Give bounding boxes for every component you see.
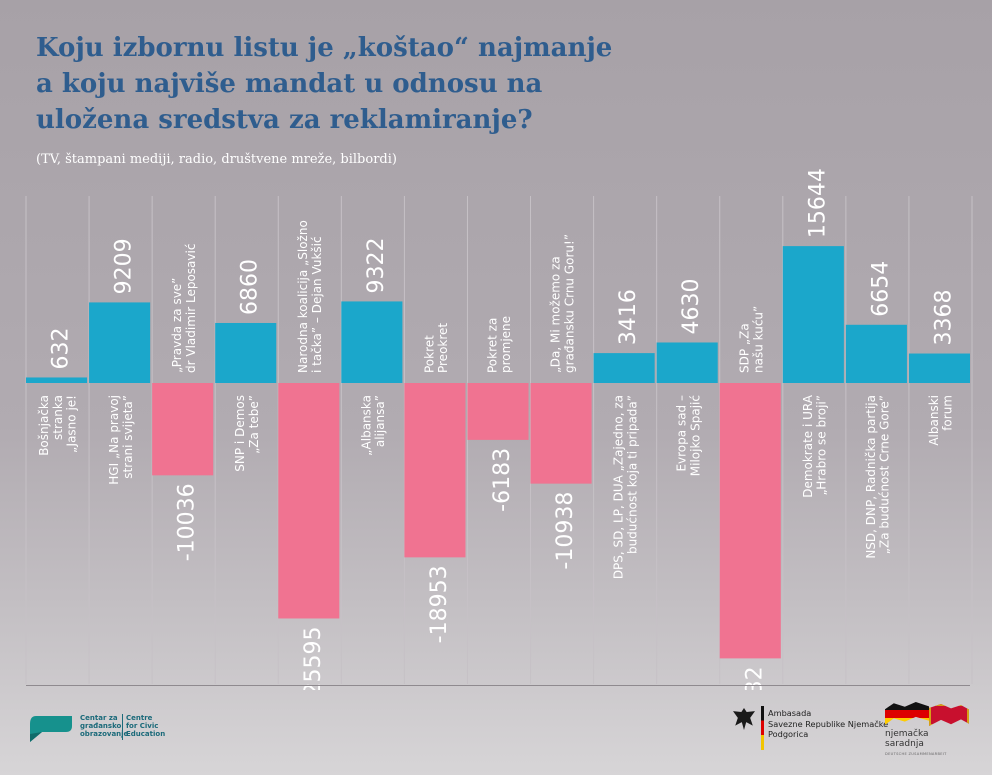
bar-6	[404, 383, 466, 558]
bar-7	[467, 383, 529, 440]
bar-1	[89, 302, 151, 383]
cgo-divider	[122, 714, 123, 740]
value-label-6: -18953	[427, 565, 452, 643]
column-label-10-line-0: Evropa sad –	[675, 395, 689, 472]
value-label-14: 3368	[931, 290, 956, 346]
value-label-12: 15644	[805, 168, 830, 238]
column-label-6-line-0: Pokret	[422, 335, 436, 373]
value-label-1: 9209	[112, 238, 137, 294]
embassy-name: Ambasada Savezne Republike Njemačke Podg…	[768, 708, 889, 739]
column-label-12-line-0: Demokrate i URA	[801, 394, 815, 498]
column-label-13-line-0: NSD, DNP, Radnička partija	[864, 395, 878, 559]
column-label-1-line-1: strani svijeta”	[121, 395, 135, 479]
eagle-icon	[733, 708, 755, 730]
column-label-12-line-1: „Hrabro se broji”	[815, 395, 829, 496]
title-line-3: uložena sredstva za reklamiranje?	[36, 105, 533, 135]
column-label-1-line-0: HGI „Na pravoj	[107, 395, 121, 485]
value-label-8: -10938	[553, 492, 578, 570]
bar-2	[152, 383, 214, 476]
cce-name: Centre for Civic Education	[126, 714, 166, 738]
column-label-9-line-1: budućnost koja ti pripada”	[625, 395, 639, 554]
bar-3	[215, 322, 277, 383]
title-line-1: Koju izbornu listu je „koštao“ najmanje	[36, 33, 613, 63]
value-label-7: -6183	[490, 448, 515, 512]
column-label-4-line-0: Narodna koalicija „Složno	[296, 220, 310, 373]
chart-title: Koju izbornu listu je „koštao“ najmanje …	[36, 30, 676, 138]
column-label-11-line-1: našu kuću”	[751, 306, 765, 373]
bar-14	[908, 353, 970, 383]
column-label-6-line-1: Preokret	[436, 323, 450, 373]
cgo-logo: Centar za građansko obrazovanje Centre f…	[28, 712, 168, 748]
column-label-11-line-0: SDP „Za	[738, 323, 752, 373]
column-label-9-line-0: DPS, SD, LP, DUA „Zajedno, za	[612, 395, 626, 579]
column-label-4-line-1: i tačka” – Dejan Vukšić	[310, 236, 324, 373]
footer-divider	[26, 685, 970, 686]
column-label-5-line-0: „Albanska	[359, 395, 373, 456]
column-label-14-line-0: Albanski	[927, 395, 941, 446]
cgo-name: Centar za građansko obrazovanje	[80, 714, 129, 738]
german-flag-bar	[761, 706, 764, 750]
bar-8	[530, 383, 592, 484]
column-label-3-line-0: SNP i Demos	[233, 395, 247, 472]
column-label-3-line-1: „Za tebe”	[247, 395, 261, 454]
bar-9	[593, 353, 655, 383]
column-label-13-line-1: „Za budućnost Crne Gore”	[878, 395, 892, 554]
column-label-2-line-1: dr Vladimir Leposavić	[184, 244, 198, 373]
column-label-8-line-1: građansku Crnu Goru!”	[562, 234, 576, 373]
column-label-7-line-0: Pokret za	[485, 318, 499, 373]
bar-4	[278, 383, 340, 619]
value-label-11: -29932	[742, 666, 767, 690]
column-label-10-line-1: Milojko Spajić	[688, 395, 702, 476]
column-label-0-line-0: Bošnjačka	[37, 395, 51, 456]
bar-0	[26, 377, 88, 383]
column-label-0-line-2: „Jasno je!	[65, 395, 79, 453]
montenegro-flag-icon	[929, 704, 969, 726]
german-flag-icon	[885, 702, 929, 725]
cgo-logo-icon	[30, 716, 72, 742]
bar-13	[845, 324, 907, 383]
value-label-3: 6860	[238, 259, 263, 315]
column-label-8-line-0: „Da, Mi možemo za	[548, 256, 562, 373]
bar-5	[341, 301, 403, 383]
embassy-logo: Ambasada Savezne Republike Njemačke Podg…	[733, 704, 888, 756]
bar-chart: 632 Bošnjačka stranka „Jasno je! 9209 HGI „Na…	[25, 168, 973, 690]
bar-10	[656, 342, 718, 383]
value-label-9: 3416	[616, 289, 641, 345]
column-label-7-line-1: promjene	[499, 316, 513, 373]
value-label-10: 4630	[679, 278, 704, 334]
title-line-2: a koju najviše mandat u odnosu na	[36, 69, 543, 99]
column-label-2-line-0: „Pravda za sve”	[170, 278, 184, 373]
column-label-5-line-1: alijansa”	[373, 395, 387, 447]
cooperation-name: njemačka saradnja DEUTSCHE ZUSAMMENARBEI…	[885, 729, 947, 756]
column-label-14-line-1: forum	[941, 395, 955, 431]
value-label-5: 9322	[364, 237, 389, 293]
value-label-0: 632	[49, 327, 74, 369]
value-label-13: 6654	[868, 261, 893, 317]
bar-11	[719, 383, 781, 659]
bar-12	[782, 246, 844, 383]
chart-subtitle: (TV, štampani mediji, radio, društvene m…	[36, 152, 397, 167]
value-label-4: -25595	[301, 626, 326, 690]
value-label-2: -10036	[175, 483, 200, 561]
column-label-0-line-1: stranka	[51, 395, 65, 440]
cooperation-logo: njemačka saradnja DEUTSCHE ZUSAMMENARBEI…	[883, 700, 973, 758]
